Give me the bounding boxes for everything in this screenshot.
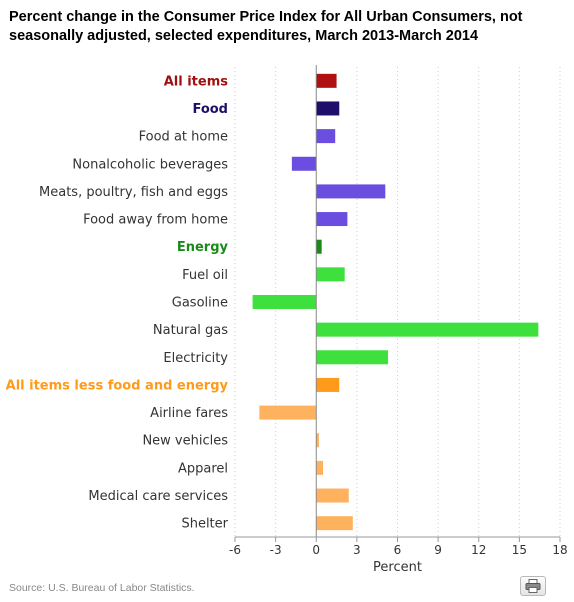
bar <box>316 212 348 227</box>
category-label: Food at home <box>139 130 228 145</box>
x-tick-label: 15 <box>512 543 527 557</box>
category-label: Shelter <box>181 517 228 532</box>
print-button[interactable] <box>520 576 546 596</box>
x-tick-label: -3 <box>270 543 282 557</box>
source-note: Source: U.S. Bureau of Labor Statistics. <box>9 582 195 594</box>
bar <box>316 488 349 503</box>
category-label: Food away from home <box>83 213 228 228</box>
x-tick-label: 12 <box>471 543 486 557</box>
category-label: All items <box>164 74 229 89</box>
category-label: Energy <box>177 240 229 255</box>
bar <box>316 460 324 475</box>
bar <box>259 405 317 420</box>
bar <box>316 516 353 531</box>
bar <box>316 377 340 392</box>
x-tick-label: -6 <box>229 543 241 557</box>
bar <box>316 101 340 116</box>
category-label: Gasoline <box>172 296 228 311</box>
category-label: Meats, poultry, fish and eggs <box>39 185 228 200</box>
x-tick-label: 6 <box>394 543 402 557</box>
category-label: All items less food and energy <box>6 378 229 393</box>
bar <box>316 433 319 448</box>
x-axis-label: Percent <box>373 560 422 575</box>
bar <box>316 267 345 282</box>
bar <box>291 156 317 171</box>
bar <box>252 295 317 309</box>
category-label: Fuel oil <box>182 268 228 283</box>
category-label: Food <box>192 102 228 117</box>
chart-title: Percent change in the Consumer Price Ind… <box>9 9 523 44</box>
bar <box>316 239 322 254</box>
category-label: Medical care services <box>88 489 228 504</box>
x-tick-label: 0 <box>312 543 320 557</box>
category-label: Airline fares <box>150 406 228 421</box>
bar <box>316 129 336 144</box>
category-label: Natural gas <box>153 323 228 338</box>
bar <box>316 73 337 88</box>
category-label: Nonalcoholic beverages <box>72 157 228 172</box>
x-tick-label: 3 <box>353 543 361 557</box>
bar <box>316 322 539 337</box>
x-tick-label: 18 <box>552 543 567 557</box>
x-tick-label: 9 <box>434 543 442 557</box>
bar <box>316 184 386 199</box>
category-label: New vehicles <box>142 434 228 449</box>
category-label: Electricity <box>163 351 228 366</box>
printer-icon <box>525 579 541 593</box>
category-label: Apparel <box>178 461 228 476</box>
bar <box>316 350 389 365</box>
